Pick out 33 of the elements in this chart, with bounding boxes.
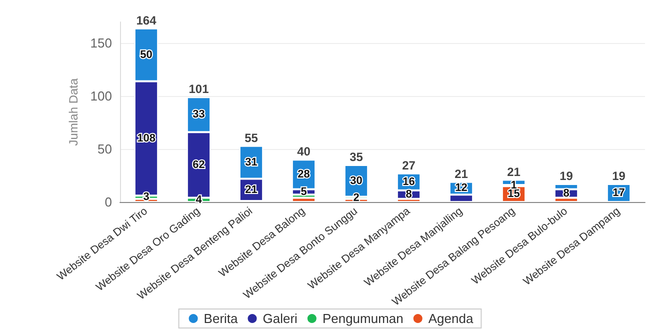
legend-label: Agenda xyxy=(428,311,474,326)
total-label: 21 xyxy=(454,166,468,181)
data-label: 50 xyxy=(140,48,152,61)
total-label: 55 xyxy=(244,130,258,145)
y-tick-label: 0 xyxy=(104,194,112,210)
data-label: 12 xyxy=(455,182,468,194)
total-label: 40 xyxy=(297,144,311,159)
legend-label: Galeri xyxy=(262,311,298,326)
data-label: 17 xyxy=(612,187,625,199)
data-label: 4 xyxy=(196,194,203,206)
total-label: 27 xyxy=(402,158,416,172)
total-label: 21 xyxy=(507,164,521,179)
data-label: 16 xyxy=(402,176,415,188)
data-label: 62 xyxy=(192,158,205,171)
total-label: 35 xyxy=(350,150,364,164)
data-label: 108 xyxy=(137,132,156,144)
y-tick-label: 150 xyxy=(90,36,112,51)
data-label: 21 xyxy=(245,184,258,196)
data-label: 28 xyxy=(298,168,310,180)
data-label: 31 xyxy=(245,156,258,168)
y-tick-label: 50 xyxy=(98,142,112,157)
total-label: 19 xyxy=(612,169,626,183)
data-label: 8 xyxy=(406,188,412,201)
data-label: 30 xyxy=(350,174,362,187)
legend-label: Berita xyxy=(204,311,239,326)
y-axis-title: Jumlah Data xyxy=(66,78,80,146)
total-label: 101 xyxy=(188,82,210,96)
data-label: 33 xyxy=(192,108,205,121)
total-label: 19 xyxy=(560,169,574,183)
data-label: 8 xyxy=(563,188,570,200)
y-tick-label: 100 xyxy=(90,88,112,104)
total-label: 164 xyxy=(136,13,157,28)
legend-label: Pengumuman xyxy=(322,311,404,326)
